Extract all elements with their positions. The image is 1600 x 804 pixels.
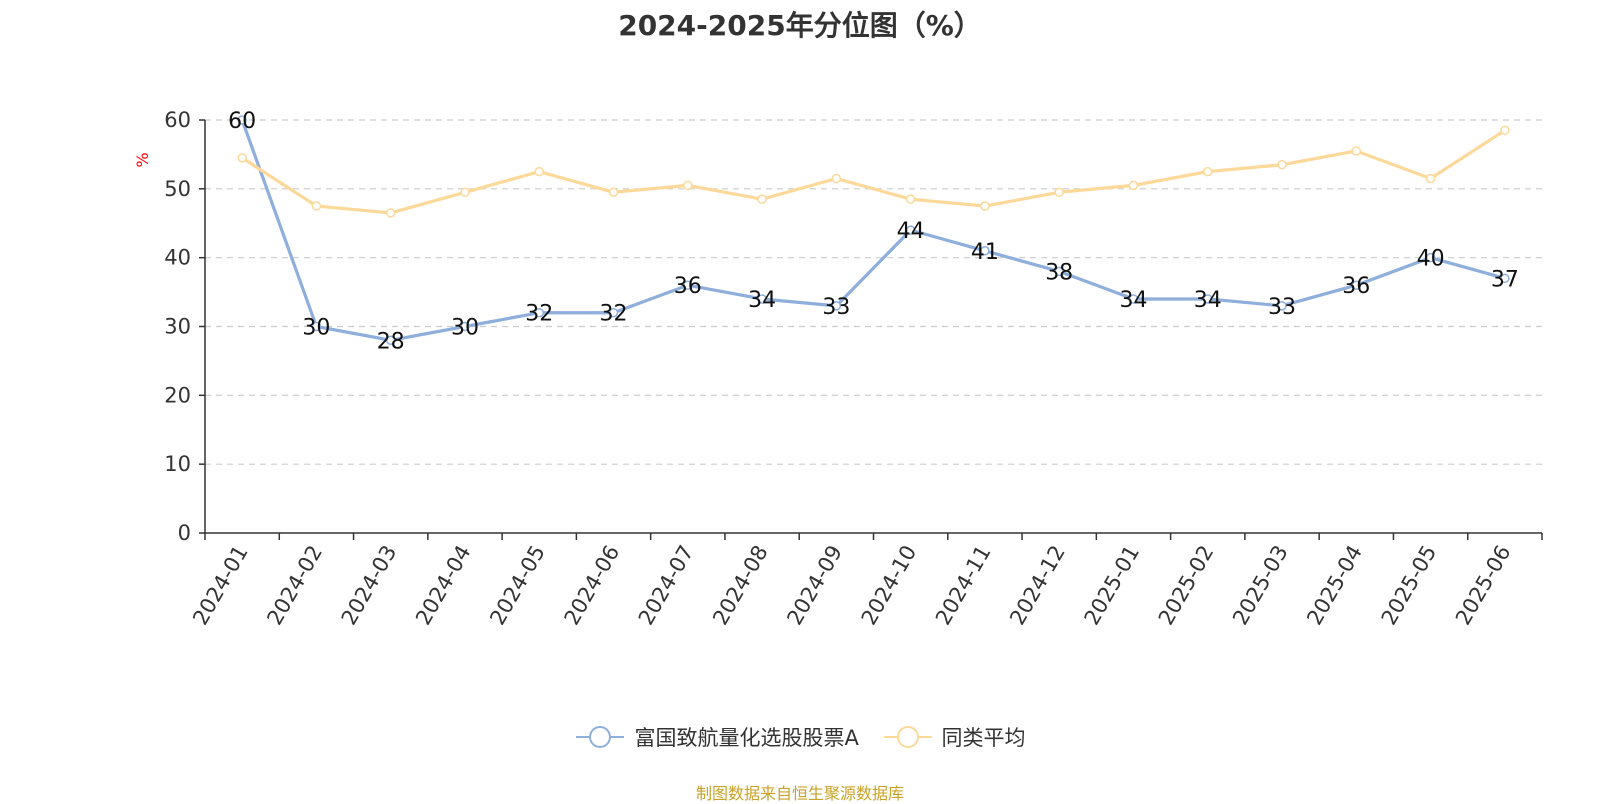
data-label: 36 [1342,274,1370,299]
data-point [1500,125,1510,136]
data-point [385,208,396,218]
data-point [311,201,322,211]
y-tick-label: 0 [178,521,191,545]
data-label: 41 [971,240,999,265]
data-point [1128,294,1139,304]
series-line-1 [241,128,1506,215]
data-point [608,187,619,198]
legend-item-fund[interactable]: 富国致航量化选股股票A [574,722,859,752]
y-tick-label: 50 [164,177,191,201]
data-point [311,321,322,332]
x-tick-label: 2024-11 [931,541,996,629]
x-tick-label: 2024-04 [411,541,476,629]
data-point [1351,146,1362,156]
data-label: 28 [377,329,405,354]
x-tick-label: 2024-12 [1005,541,1070,629]
data-point [683,180,693,191]
y-tick-label: 20 [164,383,191,407]
data-source-note: 制图数据来自恒生聚源数据库 [695,784,904,803]
data-label: 34 [1119,288,1147,313]
data-label: 36 [674,274,702,299]
data-label: 60 [228,109,256,134]
data-point [1277,301,1287,311]
data-label: 30 [302,316,330,341]
data-point [608,307,619,318]
x-tick-label: 2024-08 [708,541,773,629]
x-tick-label: 2024-02 [262,541,327,629]
x-tick-label: 2024-01 [188,541,253,629]
data-point [1351,280,1362,290]
data-point [460,321,470,332]
x-tick-label: 2024-10 [857,541,922,629]
legend-marker-average [883,726,932,748]
x-tick-label: 2025-06 [1451,541,1516,629]
x-tick-label: 2024-03 [337,541,402,629]
data-point [1425,252,1436,263]
data-point [1054,266,1064,277]
data-point [237,153,247,163]
data-label: 30 [451,316,479,341]
x-tick-label: 2025-05 [1377,541,1442,629]
y-tick-label: 40 [164,246,191,270]
data-point [1277,159,1287,170]
data-label: 33 [1268,295,1296,320]
data-point [980,246,990,256]
data-point [905,225,916,235]
chart-title: 2024-2025年分位图（%） [618,9,982,42]
data-point [831,301,842,311]
x-tick-label: 2025-01 [1080,541,1145,629]
legend-label-fund: 富国致航量化选股股票A [634,726,859,750]
data-label: 33 [822,295,850,320]
data-label: 34 [748,288,776,313]
data-point [905,194,916,204]
data-label: 37 [1491,267,1519,292]
data-point [460,187,470,198]
data-label: 32 [600,302,628,327]
data-label: 34 [1194,288,1222,313]
data-point [237,115,247,125]
data-label: 38 [1045,260,1073,285]
data-point [1425,173,1436,184]
data-point [534,166,544,177]
data-label: 32 [525,302,553,327]
legend-label-average: 同类平均 [941,726,1026,750]
x-tick-label: 2024-05 [485,541,550,629]
data-point [1128,180,1139,191]
x-tick-label: 2025-04 [1302,541,1367,629]
data-point [757,194,767,204]
legend-item-average[interactable]: 同类平均 [882,722,1026,752]
data-label: 40 [1417,247,1445,272]
data-point [831,173,842,184]
data-label: 44 [897,219,925,244]
legend-marker-fund [576,726,625,748]
data-point [1054,187,1064,198]
data-point [385,335,396,346]
x-tick-label: 2024-07 [634,541,699,629]
legend: 富国致航量化选股股票A 同类平均 [0,722,1600,755]
data-point [683,280,693,290]
x-tick-label: 2024-09 [782,541,847,629]
y-tick-label: 10 [164,452,191,476]
data-point [757,294,767,304]
data-point [1203,166,1213,177]
x-tick-label: 2025-02 [1154,541,1219,629]
data-point [1500,273,1510,284]
x-tick-label: 2024-06 [560,541,625,629]
y-tick-label: 30 [164,315,191,339]
data-point [1203,294,1213,304]
series-line-0 [240,119,1506,342]
data-point [534,307,544,318]
y-tick-label: 60 [164,108,191,132]
data-point [980,201,990,211]
x-tick-label: 2025-03 [1228,541,1293,629]
y-axis-label: % [133,152,152,167]
